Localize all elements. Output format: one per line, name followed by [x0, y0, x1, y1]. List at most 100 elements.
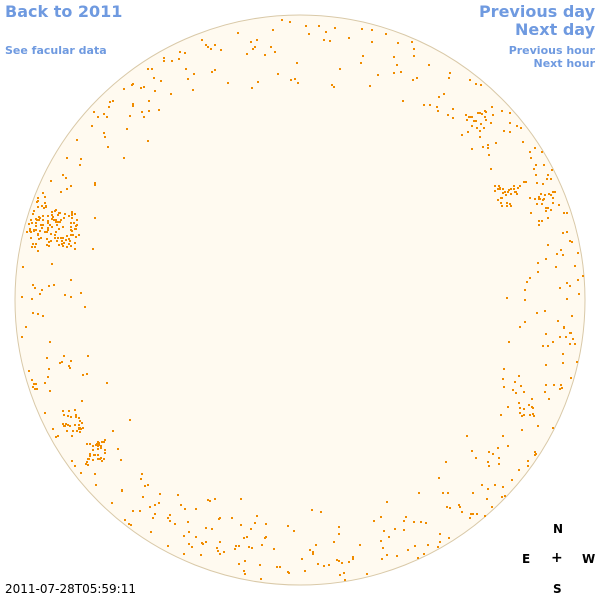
facula-dot [62, 174, 64, 176]
facula-dot [54, 234, 56, 236]
facula-dot [416, 77, 418, 79]
facula-dot [30, 219, 32, 221]
facula-dot [537, 425, 539, 427]
facula-dot [44, 412, 46, 414]
facula-dot [52, 216, 54, 218]
facula-dot [104, 439, 106, 441]
facula-dot [209, 500, 211, 502]
facula-dot [535, 164, 537, 166]
facula-dot [259, 564, 261, 566]
facula-dot [362, 55, 364, 57]
facula-dot [71, 214, 73, 216]
facula-dot [449, 72, 451, 74]
facula-dot [61, 361, 63, 363]
facula-dot [531, 398, 533, 400]
facula-dot [546, 178, 548, 180]
facula-dot [519, 407, 521, 409]
facula-dot [513, 185, 515, 187]
facula-dot [81, 400, 83, 402]
facula-dot [547, 345, 549, 347]
see-facular-data-link[interactable]: See facular data [5, 44, 107, 57]
facula-dot [448, 77, 450, 79]
facula-dot [578, 293, 580, 295]
next-hour-link[interactable]: Next hour [533, 57, 596, 70]
facula-dot [62, 237, 64, 239]
facula-dot [545, 333, 547, 335]
facula-dot [148, 100, 150, 102]
facula-dot [336, 559, 338, 561]
facula-dot [54, 237, 56, 239]
facula-dot [25, 326, 27, 328]
facula-dot [78, 424, 80, 426]
facula-dot [447, 114, 449, 116]
facula-dot [120, 459, 122, 461]
facula-dot [561, 387, 563, 389]
previous-hour-link[interactable]: Previous hour [508, 44, 595, 57]
facula-dot [386, 554, 388, 556]
facula-dot [552, 202, 554, 204]
facula-dot [246, 53, 248, 55]
facula-dot [112, 100, 114, 102]
facula-dot [254, 522, 256, 524]
facula-dot [452, 117, 454, 119]
facula-dot [51, 226, 53, 228]
facula-dot [341, 562, 343, 564]
facula-dot [510, 205, 512, 207]
facula-dot [47, 220, 49, 222]
facula-dot [545, 258, 547, 260]
facula-dot [67, 415, 69, 417]
next-day-link[interactable]: Next day [515, 20, 595, 39]
facula-dot [70, 416, 72, 418]
facula-dot [65, 423, 67, 425]
facula-dot [223, 551, 225, 553]
facula-dot [261, 544, 263, 546]
facula-dot [193, 73, 195, 75]
facula-dot [42, 192, 44, 194]
facula-dot [470, 513, 472, 515]
previous-day-link[interactable]: Previous day [478, 2, 595, 21]
facula-dot [61, 243, 63, 245]
facula-dot [274, 51, 276, 53]
facula-dot [251, 547, 253, 549]
facula-dot [46, 357, 48, 359]
facula-dot [471, 125, 473, 127]
facula-dot [237, 32, 239, 34]
facula-dot [42, 224, 44, 226]
facula-dot [35, 383, 37, 385]
facula-dot [103, 113, 105, 115]
facula-dot [214, 498, 216, 500]
facula-dot [31, 222, 33, 224]
facula-dot [487, 488, 489, 490]
facula-dot [569, 332, 571, 334]
facula-dot [503, 130, 505, 132]
facula-dot [50, 240, 52, 242]
facula-dot [100, 457, 102, 459]
facula-dot [240, 524, 242, 526]
facula-dot [45, 206, 47, 208]
back-to-year-link[interactable]: Back to 2011 [5, 2, 123, 21]
facula-dot [75, 228, 77, 230]
facula-dot [386, 501, 388, 503]
facula-dot [502, 486, 504, 488]
facula-dot [76, 224, 78, 226]
facula-dot [92, 248, 94, 250]
facula-dot [33, 210, 35, 212]
facula-dot [344, 579, 346, 581]
facula-dot [548, 193, 550, 195]
facula-dot [244, 560, 246, 562]
facula-dot [339, 574, 341, 576]
facula-dot [360, 62, 362, 64]
facula-dot [500, 202, 502, 204]
facula-dot [371, 41, 373, 43]
facula-dot [71, 460, 73, 462]
facula-dot [476, 127, 478, 129]
facula-dot [41, 289, 43, 291]
facula-dot [529, 151, 531, 153]
facula-dot [140, 87, 142, 89]
facula-dot [70, 296, 72, 298]
facula-dot [485, 119, 487, 121]
facula-dot [101, 460, 103, 462]
facula-dot [169, 514, 171, 516]
facula-dot [538, 224, 540, 226]
facula-dot [521, 415, 523, 417]
